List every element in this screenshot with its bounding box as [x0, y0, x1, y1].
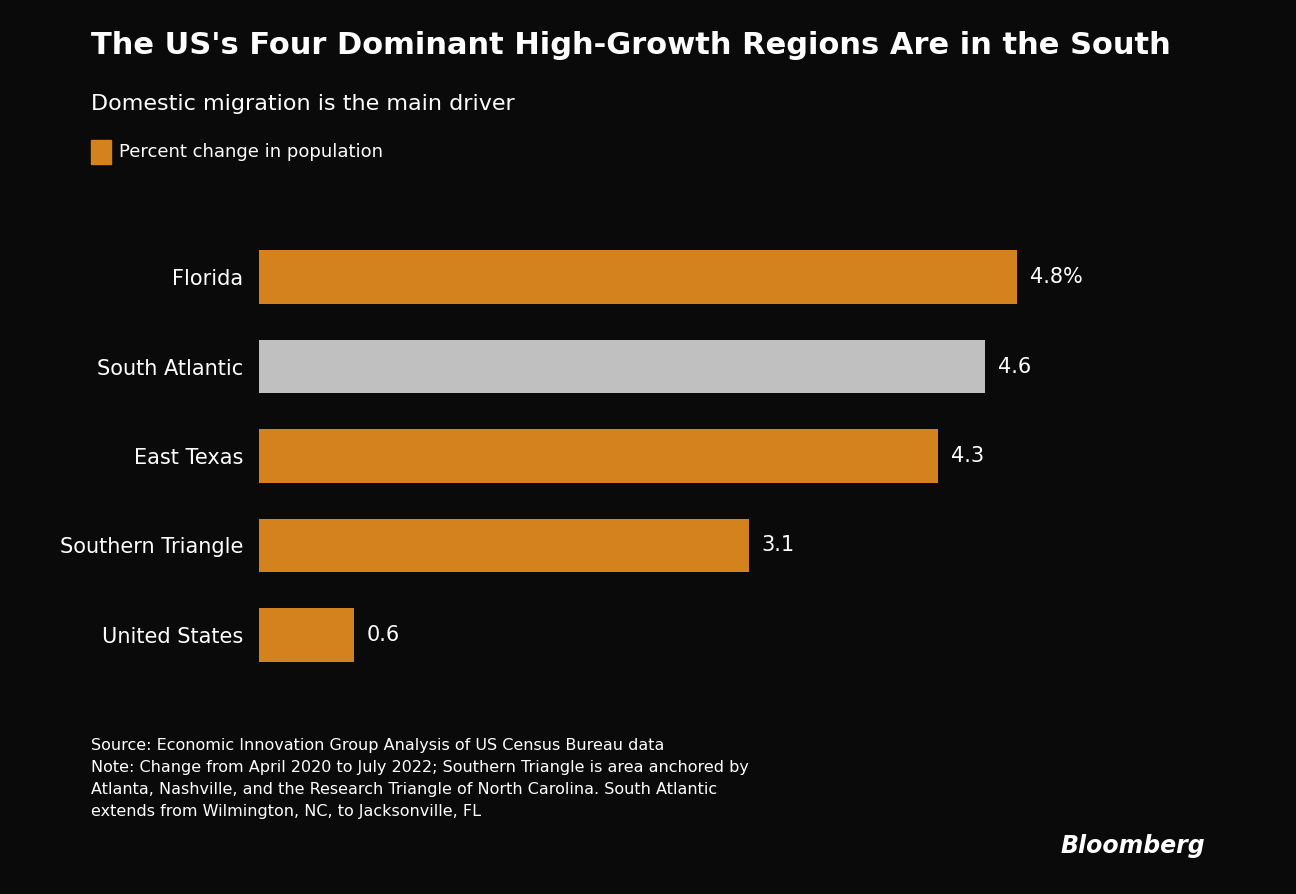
Text: 3.1: 3.1: [761, 536, 794, 555]
Text: 4.6: 4.6: [998, 357, 1032, 376]
Text: 4.3: 4.3: [951, 446, 984, 466]
Text: Source: Economic Innovation Group Analysis of US Census Bureau data
Note: Change: Source: Economic Innovation Group Analys…: [91, 738, 749, 819]
Text: Domestic migration is the main driver: Domestic migration is the main driver: [91, 94, 515, 114]
Bar: [259, 250, 1017, 304]
Text: 4.8%: 4.8%: [1029, 267, 1082, 287]
Text: Percent change in population: Percent change in population: [119, 143, 384, 161]
Bar: [259, 429, 938, 483]
Bar: [259, 608, 354, 662]
Bar: [259, 519, 749, 572]
Bar: [259, 340, 985, 393]
Text: Bloomberg: Bloomberg: [1060, 834, 1205, 858]
Text: 0.6: 0.6: [367, 625, 399, 645]
Text: The US's Four Dominant High-Growth Regions Are in the South: The US's Four Dominant High-Growth Regio…: [91, 31, 1170, 60]
